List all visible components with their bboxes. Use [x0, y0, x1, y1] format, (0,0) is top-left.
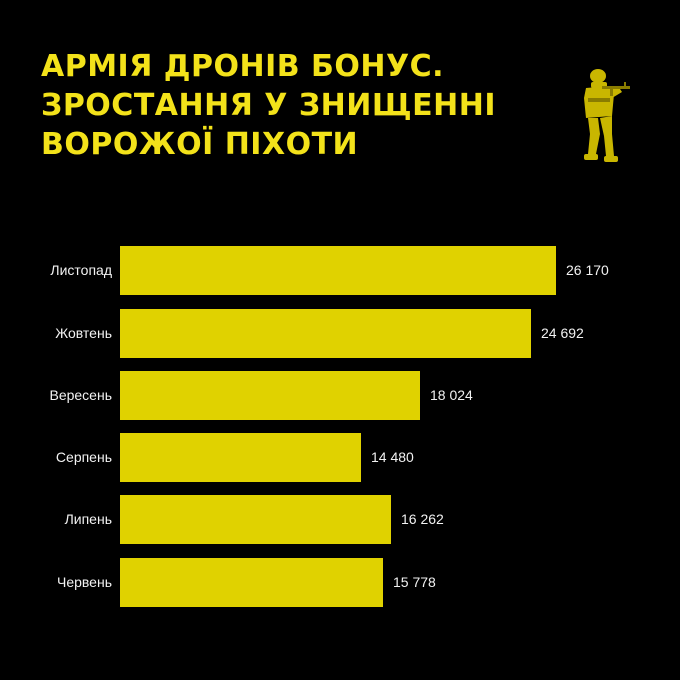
- bar: [120, 246, 556, 295]
- bar-row-listopad: Листопад 26 170: [0, 246, 680, 295]
- value-label: 15 778: [393, 574, 436, 590]
- value-label: 14 480: [371, 449, 414, 465]
- soldier-icon: [584, 69, 630, 162]
- value-label: 18 024: [430, 387, 473, 403]
- bar: [120, 433, 361, 482]
- bar-row-lypen: Липень 16 262: [0, 495, 680, 544]
- category-label: Червень: [57, 574, 112, 590]
- category-label: Листопад: [50, 262, 112, 278]
- bar: [120, 371, 420, 420]
- category-label: Липень: [64, 511, 112, 527]
- category-label: Жовтень: [55, 325, 112, 341]
- title-line-1: АРМІЯ ДРОНІВ БОНУС.: [41, 49, 445, 84]
- bar-row-zhovten: Жовтень 24 692: [0, 309, 680, 358]
- bar: [120, 495, 391, 544]
- bar-row-serpen: Серпень 14 480: [0, 433, 680, 482]
- value-label: 26 170: [566, 262, 609, 278]
- bar: [120, 309, 531, 358]
- value-label: 24 692: [541, 325, 584, 341]
- category-label: Серпень: [55, 449, 112, 465]
- category-label: Вересень: [49, 387, 112, 403]
- title-line-2: ЗРОСТАННЯ У ЗНИЩЕННІ: [41, 88, 497, 123]
- bar: [120, 558, 383, 607]
- chart-title: АРМІЯ ДРОНІВ БОНУС. ЗРОСТАННЯ У ЗНИЩЕННІ…: [41, 47, 496, 164]
- value-label: 16 262: [401, 511, 444, 527]
- title-line-3: ВОРОЖОЇ ПІХОТИ: [41, 127, 359, 162]
- bar-row-cherven: Червень 15 778: [0, 558, 680, 607]
- bar-row-veresen: Вересень 18 024: [0, 371, 680, 420]
